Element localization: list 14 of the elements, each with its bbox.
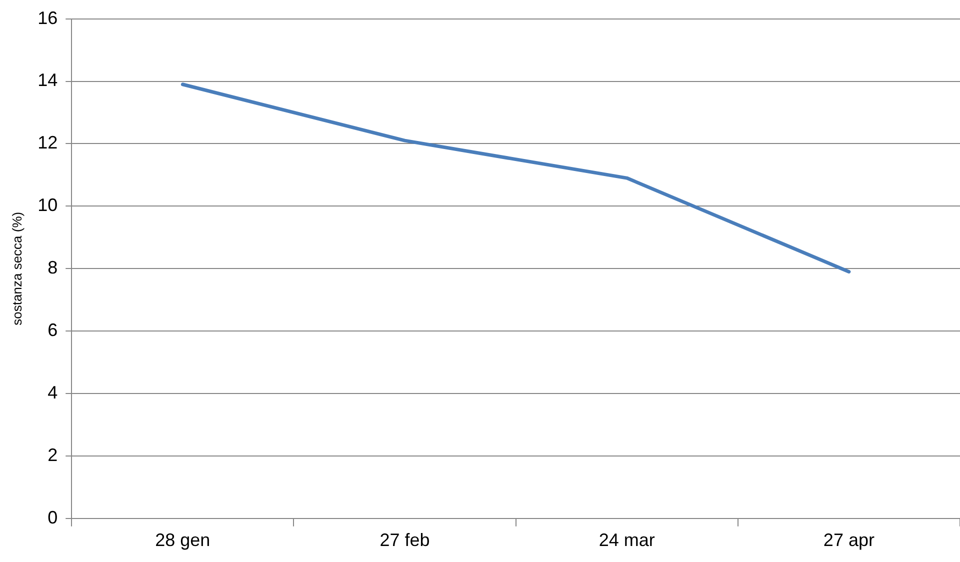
x-tick-label: 28 gen (155, 530, 210, 550)
y-tick-label: 14 (38, 70, 58, 90)
y-tick-label: 2 (48, 444, 58, 465)
y-tick-label: 8 (48, 258, 58, 278)
x-tick-label: 27 apr (823, 530, 874, 550)
x-tick-label: 24 mar (598, 530, 655, 550)
y-axis-title: sostanza secca (%) (9, 212, 24, 326)
y-tick-label: 4 (48, 382, 58, 402)
y-tick-label: 0 (48, 507, 58, 528)
y-tick-label: 12 (38, 132, 58, 153)
y-tick-label: 10 (38, 195, 58, 216)
x-tick-label: 27 feb (380, 530, 430, 550)
y-tick-label: 6 (48, 320, 58, 340)
y-tick-label: 16 (38, 8, 58, 28)
